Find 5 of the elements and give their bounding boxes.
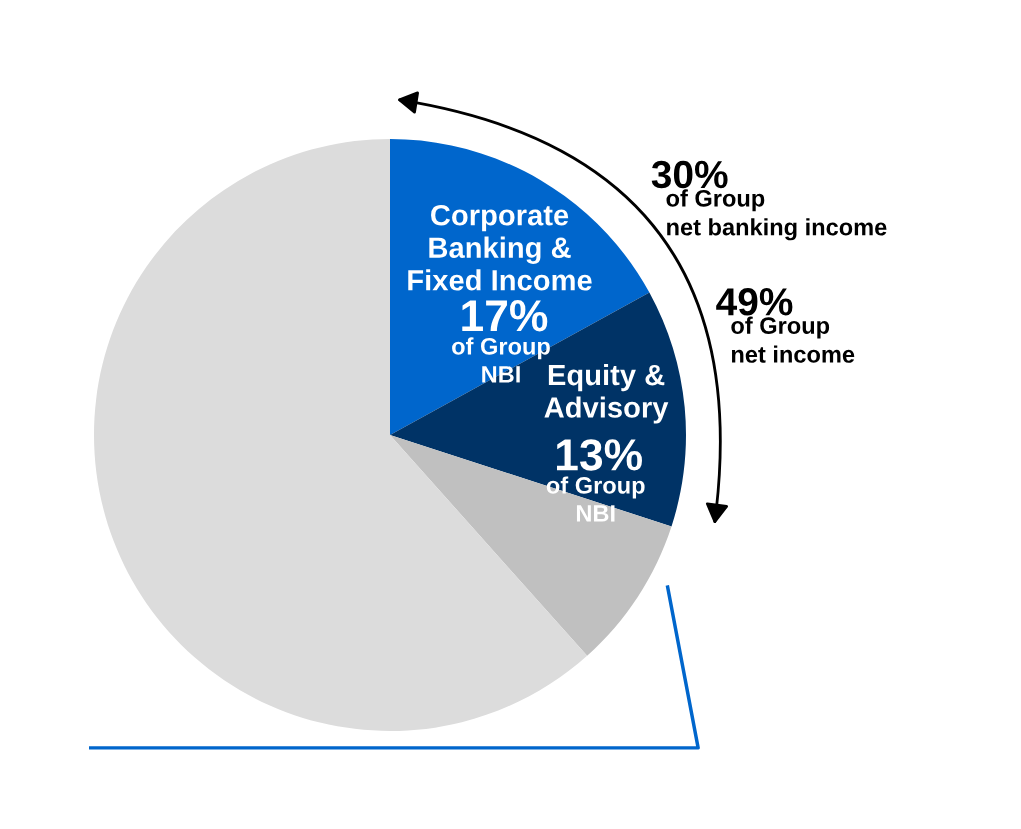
slice-label: Corporate Banking & Fixed Income: [408, 204, 592, 291]
pie-slice: [390, 435, 672, 656]
data-label: 13% of Group NBI: [546, 439, 645, 522]
text: 30% of Group net banking income: [651, 160, 887, 241]
text: 49% of Group net income: [716, 288, 855, 363]
